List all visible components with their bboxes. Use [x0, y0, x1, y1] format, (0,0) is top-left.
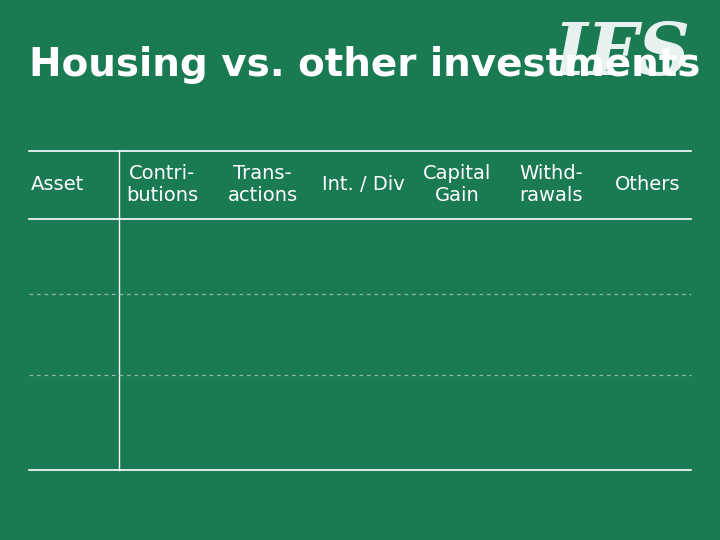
Text: Int. / Div: Int. / Div: [323, 176, 405, 194]
Text: Trans-
actions: Trans- actions: [228, 165, 298, 205]
Text: Capital
Gain: Capital Gain: [423, 165, 491, 205]
Text: Others: Others: [616, 176, 680, 194]
Text: Housing vs. other investments: Housing vs. other investments: [29, 46, 700, 84]
Text: Asset: Asset: [31, 176, 84, 194]
Text: Contri-
butions: Contri- butions: [126, 165, 198, 205]
Text: Withd-
rawals: Withd- rawals: [519, 165, 582, 205]
Text: IFS: IFS: [554, 19, 691, 90]
